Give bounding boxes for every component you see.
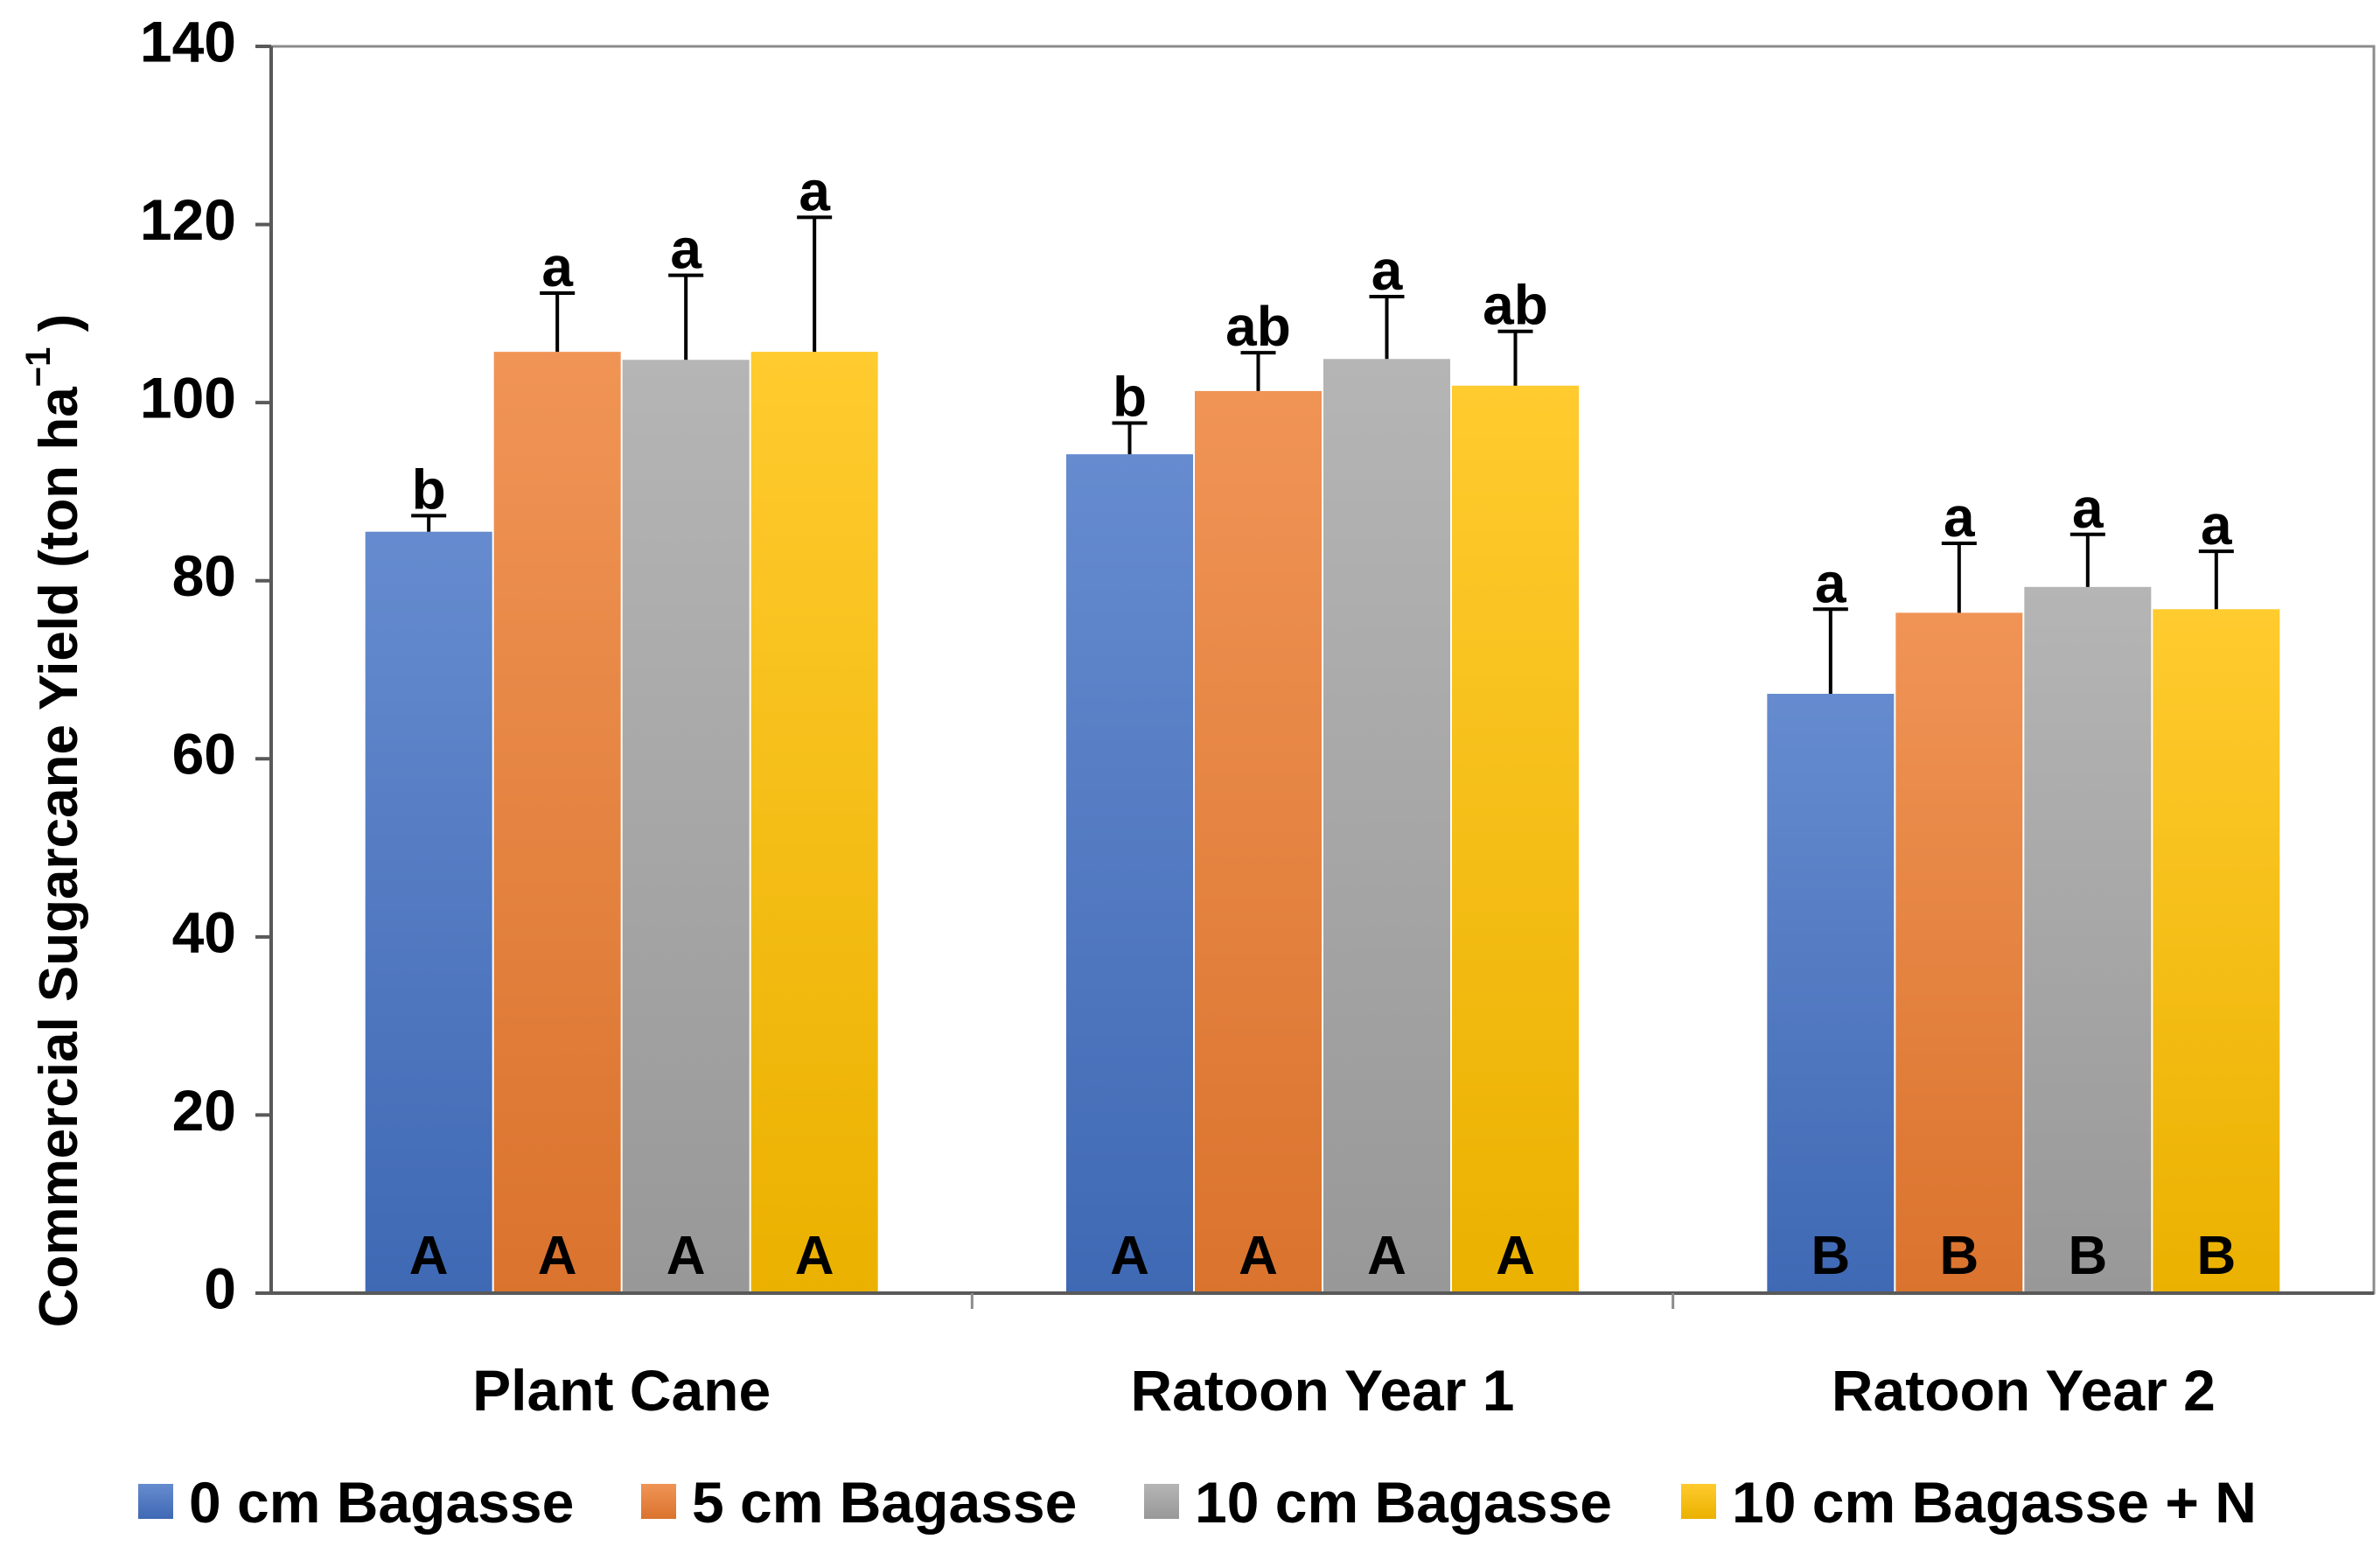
y-tick-label: 80 (172, 543, 236, 608)
significance-letter-lower: B (2068, 1226, 2107, 1286)
significance-letter-upper: a (1944, 486, 1975, 549)
y-tick-label: 100 (140, 366, 236, 430)
legend-label: 10 cm Bagasse (1195, 1470, 1612, 1535)
legend-swatch (1681, 1484, 1716, 1519)
y-tick-label: 40 (172, 899, 236, 964)
legend-label: 10 cm Bagasse + N (1732, 1470, 2257, 1535)
bar (365, 531, 492, 1293)
legend-label: 5 cm Bagasse (692, 1470, 1077, 1535)
y-tick-label: 60 (172, 722, 236, 787)
significance-letter-upper: a (2201, 493, 2232, 556)
significance-letter-upper: ab (1225, 295, 1291, 358)
legend: 0 cm Bagasse 5 cm Bagasse 10 cm Bagasse 10 … (138, 1470, 2257, 1535)
bar (2024, 586, 2152, 1293)
bar (1895, 612, 2023, 1293)
significance-letter-upper: b (412, 458, 446, 521)
y-tick-label: 140 (140, 9, 236, 73)
bar (1452, 385, 1579, 1293)
legend-swatch (138, 1484, 173, 1519)
significance-letter-lower: A (667, 1226, 706, 1286)
significance-letter-lower: A (1367, 1226, 1406, 1286)
x-tick-label: Ratoon Year 2 (1832, 1358, 2216, 1423)
bars-layer (365, 352, 2280, 1294)
legend-label: 0 cm Bagasse (189, 1470, 574, 1535)
bar (493, 352, 621, 1293)
bar (1195, 390, 1322, 1294)
labels-layer: b Aa Aa Aa A Plant Cane b Aab Aa Aab A Ratoon Year … (409, 159, 2236, 1423)
significance-letter-lower: A (1239, 1226, 1278, 1286)
significance-letter-lower: B (2196, 1226, 2236, 1286)
bar (1767, 693, 1895, 1293)
significance-letter-upper: a (799, 159, 830, 222)
significance-letter-upper: a (1815, 551, 1846, 614)
significance-letter-lower: A (409, 1226, 449, 1286)
significance-letter-lower: B (1939, 1226, 1979, 1286)
bar (622, 360, 750, 1294)
significance-letter-upper: a (1371, 239, 1403, 302)
bar (2153, 609, 2280, 1293)
y-axis-title: Commercial Sugarcane Yield (ton ha−1 ) (19, 314, 90, 1327)
significance-letter-upper: a (2072, 477, 2104, 540)
bar (750, 352, 878, 1293)
significance-letter-upper: a (670, 218, 701, 281)
legend-swatch (1144, 1484, 1179, 1519)
significance-letter-upper: b (1113, 366, 1147, 429)
bar (1323, 359, 1450, 1294)
significance-letter-lower: A (538, 1226, 577, 1286)
y-tick-label: 0 (204, 1256, 236, 1320)
legend-swatch (641, 1484, 676, 1519)
error-bars-layer (411, 215, 2234, 694)
bar (1066, 454, 1193, 1293)
significance-letter-upper: a (541, 235, 573, 298)
significance-letter-lower: A (795, 1226, 834, 1286)
significance-letter-lower: A (1110, 1226, 1149, 1286)
significance-letter-lower: B (1811, 1226, 1850, 1286)
x-tick-label: Plant Cane (472, 1358, 771, 1423)
y-tick-label: 120 (140, 187, 236, 252)
axes-layer: 0 20 40 60 80 100 120 140 (140, 9, 2376, 1320)
x-tick-label: Ratoon Year 1 (1131, 1358, 1515, 1423)
y-tick-label: 20 (172, 1078, 236, 1143)
significance-letter-upper: ab (1483, 274, 1548, 337)
significance-letter-lower: A (1496, 1226, 1535, 1286)
